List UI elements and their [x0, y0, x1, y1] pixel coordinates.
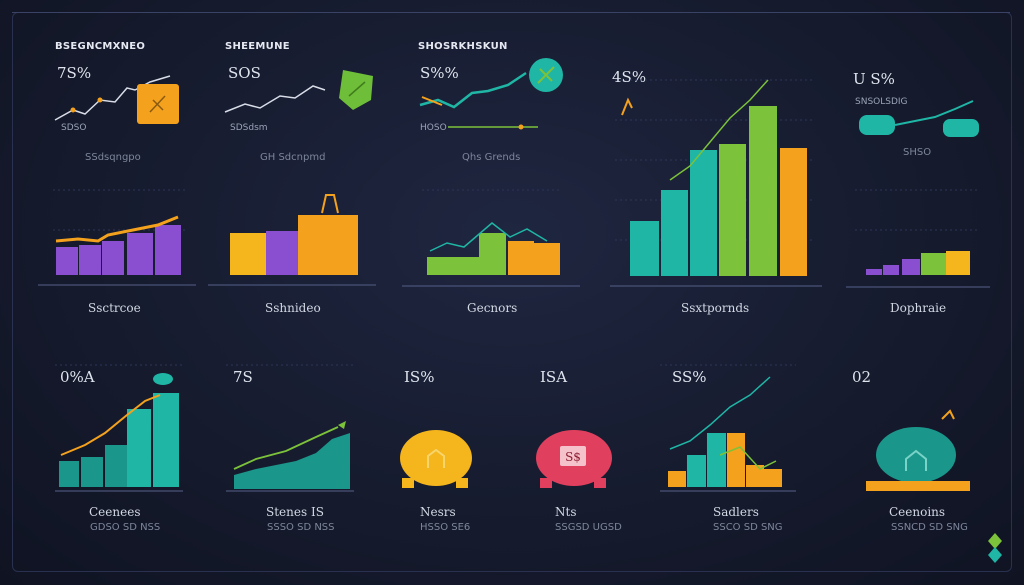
bottom6-label: Ceenoins [889, 505, 946, 519]
piggy-badge-text: S$ [565, 450, 581, 464]
mid-label-1: Ssctrcoe [88, 301, 141, 315]
bottom6-sub: SSNCD SD SNG [891, 522, 968, 533]
panel1-trend-chart [54, 75, 179, 124]
panel2-caption: SDSdsm [230, 123, 268, 133]
bottom4-label: Nts [555, 505, 577, 519]
panel4-bar-chart [610, 79, 822, 287]
panel5-value: U S% [853, 70, 895, 88]
panel2-heading: SHEEMUNE [225, 41, 290, 52]
panel3-sub: Qhs Grends [462, 152, 521, 163]
bottom5-label: Sadlers [713, 505, 759, 519]
mid-label-5: Dophraie [890, 301, 947, 315]
panel5-trend-chart [859, 100, 979, 137]
bottom3-value: IS% [404, 368, 435, 386]
bottom1-coin-icon [153, 373, 173, 385]
panel2-trend-chart [224, 70, 373, 113]
mid1-bar-chart [38, 189, 196, 286]
bottom2-label: Stenes IS [266, 505, 324, 519]
bottom3-label: Nesrs [420, 505, 456, 519]
bottom4-value: ISA [540, 368, 568, 386]
bottom6-value: 02 [852, 368, 872, 386]
panel4-value: 4S% [612, 68, 647, 86]
panel1-value: 7S% [57, 64, 92, 82]
bottom5-sub: SSCO SD SNG [713, 522, 783, 533]
mid-label-2: Sshnideo [265, 301, 321, 315]
panel2-sub: GH Sdcnpmd [260, 152, 326, 163]
bottom1-value: 0%A [60, 368, 95, 386]
bottom4-sub: SSGSD UGSD [555, 522, 622, 533]
bottom6-piggy-icon [866, 409, 970, 491]
bottom2-sub: SSSO SD NSS [267, 522, 335, 533]
bottom3-piggy-icon [400, 430, 472, 488]
panel3-caption: HOSO [420, 123, 447, 133]
panel2-value: SOS [228, 64, 261, 82]
panel3-trend-chart [419, 58, 563, 130]
corner-logo-icon [988, 533, 1002, 563]
panel1-caption: SDSO [61, 123, 87, 133]
panel1-sub: SSdsqngpo [85, 152, 141, 163]
mid-label-3: Gecnors [467, 301, 518, 315]
panel3-value: S%% [420, 64, 459, 82]
bottom2-value: 7S [233, 368, 253, 386]
top-divider [12, 12, 1010, 13]
bottom3-sub: HSSO SE6 [420, 522, 471, 533]
bottom1-sub: GDSO SD NSS [90, 522, 161, 533]
panel1-heading: BSEGNCMXNEO [55, 41, 146, 52]
bottom1-chart [55, 364, 183, 492]
bottom5-value: SS% [672, 368, 707, 386]
bottom1-label: Ceenees [89, 505, 141, 519]
panel5-caption: SNSOLSDIG [855, 97, 908, 107]
panel5-sub: SHSO [903, 147, 932, 158]
bottom4-piggy-icon: S$ [536, 430, 612, 488]
mid2-bar-chart [208, 194, 376, 286]
bottom2-chart [226, 364, 354, 492]
panel3-heading: SHOSRKHSKUN [418, 41, 508, 52]
bottom5-chart [660, 364, 796, 492]
mid3-bar-chart [402, 189, 580, 287]
mid5-bar-chart [846, 189, 990, 288]
mid-label-4: Ssxtpornds [681, 301, 750, 315]
panel5-wallet-icon [859, 115, 895, 135]
